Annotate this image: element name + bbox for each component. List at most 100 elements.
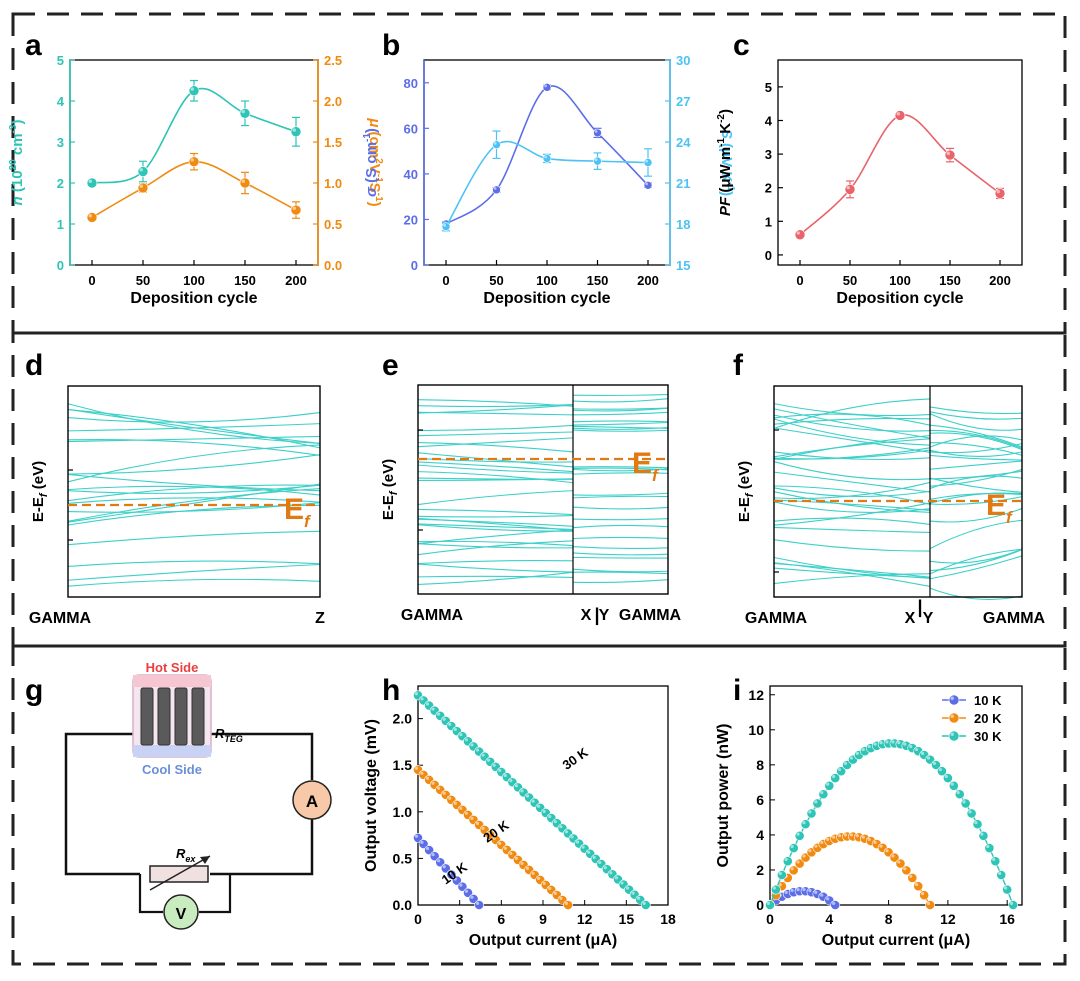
data-point-i-2-30: [942, 773, 953, 783]
y-tick-label-i: 6: [756, 792, 764, 808]
band-line: [929, 508, 1023, 523]
data-point-h-0-11-highlight: [475, 901, 480, 905]
band-line: [773, 501, 931, 513]
data-point-i-2-34: [966, 808, 977, 819]
data-point-h-1-23-highlight: [542, 881, 546, 885]
data-point-h-2-18-highlight: [514, 784, 518, 788]
band-line: [417, 477, 574, 480]
rex-arrow-head: [200, 856, 210, 864]
data-point-h-2-40-highlight: [637, 896, 641, 900]
band-lines-d: [67, 403, 321, 587]
data-point-h-1-14-highlight: [492, 836, 496, 840]
band-line: [67, 563, 321, 581]
data-point-h-2-26-highlight: [559, 825, 563, 829]
y-tick-label-a: 2: [57, 176, 64, 191]
data-point-c-PF-4-highlight: [996, 189, 1000, 194]
data-point-i-2-32-highlight: [956, 791, 960, 795]
data-point-h-2-34-highlight: [603, 865, 607, 870]
series-label-30k: 30 K: [560, 744, 592, 772]
data-point-a-n-4: [290, 126, 302, 138]
data-point-i-1-25: [913, 881, 924, 892]
x-axis-label-c: Deposition cycle: [836, 290, 963, 307]
data-point-h-2-2-highlight: [425, 702, 430, 706]
y-tick-label-b: 18: [676, 217, 690, 232]
data-point-h-0-2-highlight: [425, 846, 430, 851]
data-point-h-0-8-highlight: [459, 883, 463, 887]
data-point-a-n-3: [239, 108, 251, 119]
data-point-h-1-19-highlight: [520, 861, 524, 865]
x-tick-label-f: Y: [923, 610, 934, 627]
data-point-a-mu-3: [239, 177, 251, 189]
y-tick-label-b: 15: [676, 258, 690, 273]
x-tick-label-b: 50: [489, 273, 503, 288]
data-point-b-sigma-2: [542, 83, 552, 92]
band-line: [67, 408, 321, 449]
teg-leg: [140, 687, 154, 746]
band-line: [417, 540, 574, 547]
band-line: [773, 414, 931, 432]
data-point-h-2-28-highlight: [570, 835, 574, 839]
band-line: [773, 403, 931, 417]
data-point-h-2-10-highlight: [470, 743, 474, 747]
data-point-h-2-23-highlight: [542, 809, 546, 813]
band-line: [773, 573, 931, 585]
band-line: [67, 578, 321, 587]
plot-frame-i: [769, 685, 1023, 906]
band-line: [773, 417, 931, 425]
data-point-h-1-27: [563, 900, 573, 910]
data-point-h-1-25-highlight: [553, 891, 557, 895]
data-point-i-2-10-highlight: [826, 782, 830, 786]
plot-frame-c: [777, 59, 1023, 266]
plot-frame-d: [67, 385, 321, 598]
band-line: [417, 508, 574, 516]
x-tick-label-h: 6: [497, 911, 505, 927]
data-point-i-2-39: [996, 870, 1007, 880]
data-point-b-S-4: [643, 158, 653, 167]
y-tick-label-a: 3: [57, 135, 64, 150]
data-point-b-sigma-3: [593, 128, 602, 138]
data-point-b-sigma-4: [643, 180, 653, 190]
band-line: [773, 461, 931, 481]
y-tick-label-h: 1.5: [393, 757, 413, 773]
data-point-h-2-19-highlight: [520, 789, 524, 793]
teg-leg: [157, 687, 171, 746]
data-point-i-2-8: [812, 798, 823, 809]
data-point-i-1-27: [925, 900, 935, 910]
data-point-h-0-7-highlight: [453, 877, 457, 881]
panel-label-h: h: [382, 674, 400, 707]
band-line: [929, 406, 1023, 415]
y-axis-label-f: E-Ef (eV): [736, 461, 756, 522]
data-point-i-2-35: [972, 819, 983, 830]
x-tick-label-c: 0: [796, 273, 803, 288]
data-point-i-1-16-highlight: [861, 835, 865, 839]
data-point-i-1-8-highlight: [814, 844, 818, 848]
y-axis-label-h: Output voltage (mV): [363, 719, 380, 872]
panel-label-d: d: [25, 349, 43, 382]
band-line: [929, 460, 1023, 470]
data-point-i-2-36: [978, 830, 989, 841]
data-point-i-2-40-highlight: [1003, 886, 1008, 890]
x-tick-label-f: X: [905, 610, 916, 627]
data-point-i-1-25-highlight: [915, 882, 919, 887]
y-tick-label-i: 2: [756, 862, 764, 878]
band-line: [67, 411, 321, 423]
y-tick-label-h: 1.0: [393, 804, 413, 820]
data-point-h-2-29-highlight: [575, 840, 580, 844]
band-line: [929, 477, 1023, 493]
band-line: [929, 555, 1023, 580]
cool-side-label: Cool Side: [142, 762, 202, 777]
data-point-h-1-21-highlight: [531, 871, 535, 875]
band-line: [417, 464, 574, 474]
k-point-bar-e: |: [594, 605, 599, 625]
data-point-c-PF-2-highlight: [896, 111, 900, 116]
y-tick-label-i: 4: [756, 827, 764, 843]
data-point-i-2-37: [984, 843, 995, 853]
voltmeter-symbol: [163, 894, 199, 930]
data-point-h-1-15-highlight: [498, 841, 502, 845]
data-point-h-1-3-highlight: [431, 781, 435, 785]
data-point-h-2-0-highlight: [414, 692, 419, 696]
y-tick-label-i: 8: [756, 757, 764, 773]
band-line: [572, 420, 669, 423]
y-tick-label-c: 5: [765, 80, 772, 95]
data-point-h-1-18-highlight: [514, 856, 518, 860]
